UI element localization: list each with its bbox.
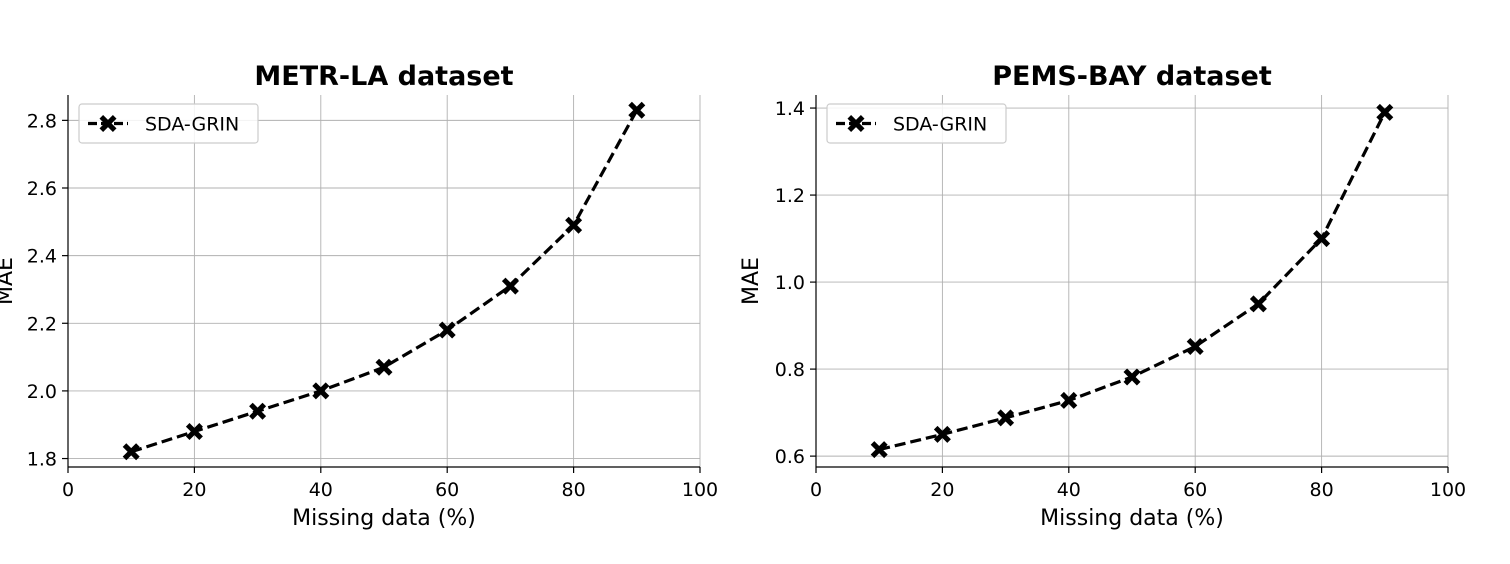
chart-pems-bay: 0 20 40 60 80 100 0.6 0.8 1.0 1.2 1.4 PEMS-BAY data… [739, 61, 1466, 531]
grid [816, 95, 1449, 467]
y-tick-label: 2.2 [27, 313, 57, 335]
legend-label: SDA-GRIN [145, 114, 239, 136]
x-axis-label: Missing data (%) [1040, 506, 1224, 531]
data-point [1186, 337, 1204, 355]
legend-marker [847, 115, 865, 132]
x-tick-label: 0 [810, 479, 822, 501]
data-point [122, 443, 140, 461]
y-axis-label: MAE [739, 257, 764, 305]
y-tick-label: 2.8 [27, 110, 57, 132]
y-tick-label: 0.8 [775, 359, 805, 381]
x-tick-label: 40 [309, 479, 333, 501]
data-point [438, 321, 456, 339]
y-tick-label: 1.8 [27, 449, 57, 471]
x-tick-label: 40 [1057, 479, 1081, 501]
x-axis-label: Missing data (%) [292, 506, 476, 531]
data-point [501, 277, 519, 295]
y-tick-label: 2.4 [27, 246, 57, 268]
data-point [870, 441, 888, 459]
y-tick-label: 2.0 [27, 381, 57, 403]
x-tick-label: 100 [682, 479, 718, 501]
legend-frame [826, 103, 1007, 144]
data-point [997, 409, 1015, 427]
y-axis-label: MAE [0, 257, 18, 305]
y-tick-label: 1.4 [775, 98, 805, 120]
legend-frame [78, 103, 259, 144]
legend: SDA-GRIN [78, 103, 259, 144]
grid [68, 95, 701, 467]
data-point [1123, 368, 1141, 386]
data-point [1060, 391, 1078, 409]
x-tick-label: 60 [1183, 479, 1207, 501]
series-line [878, 111, 1387, 452]
x-tick-label: 20 [182, 479, 206, 501]
data-point [249, 402, 267, 420]
series-0 [870, 103, 1394, 459]
x-tick-label: 80 [1310, 479, 1334, 501]
chart-title: PEMS-BAY dataset [992, 61, 1272, 92]
legend-label: SDA-GRIN [893, 114, 987, 136]
data-point [312, 382, 330, 400]
data-point [185, 422, 203, 440]
series-line [130, 109, 639, 454]
x-tick-label: 60 [435, 479, 459, 501]
data-point [933, 425, 951, 443]
data-point [1313, 230, 1331, 248]
x-tick-label: 20 [930, 479, 954, 501]
y-tick-label: 1.0 [775, 272, 805, 294]
legend: SDA-GRIN [826, 103, 1007, 144]
y-tick-label: 1.2 [775, 185, 805, 207]
series-0 [122, 101, 646, 461]
data-point [375, 358, 393, 376]
y-tick-label: 0.6 [775, 446, 805, 468]
chart-metr-la: 0 20 40 60 80 100 1.8 2.0 2.2 2.4 2.6 2.8 METR-LA da… [0, 61, 718, 531]
x-tick-label: 100 [1430, 479, 1466, 501]
x-tick-label: 0 [62, 479, 74, 501]
data-point [628, 101, 646, 119]
y-tick-label: 2.6 [27, 178, 57, 200]
data-point [1249, 295, 1267, 313]
legend-marker [99, 115, 117, 132]
data-point [1376, 103, 1394, 121]
chart-title: METR-LA dataset [254, 61, 513, 92]
data-point [565, 216, 583, 234]
x-tick-label: 80 [562, 479, 586, 501]
